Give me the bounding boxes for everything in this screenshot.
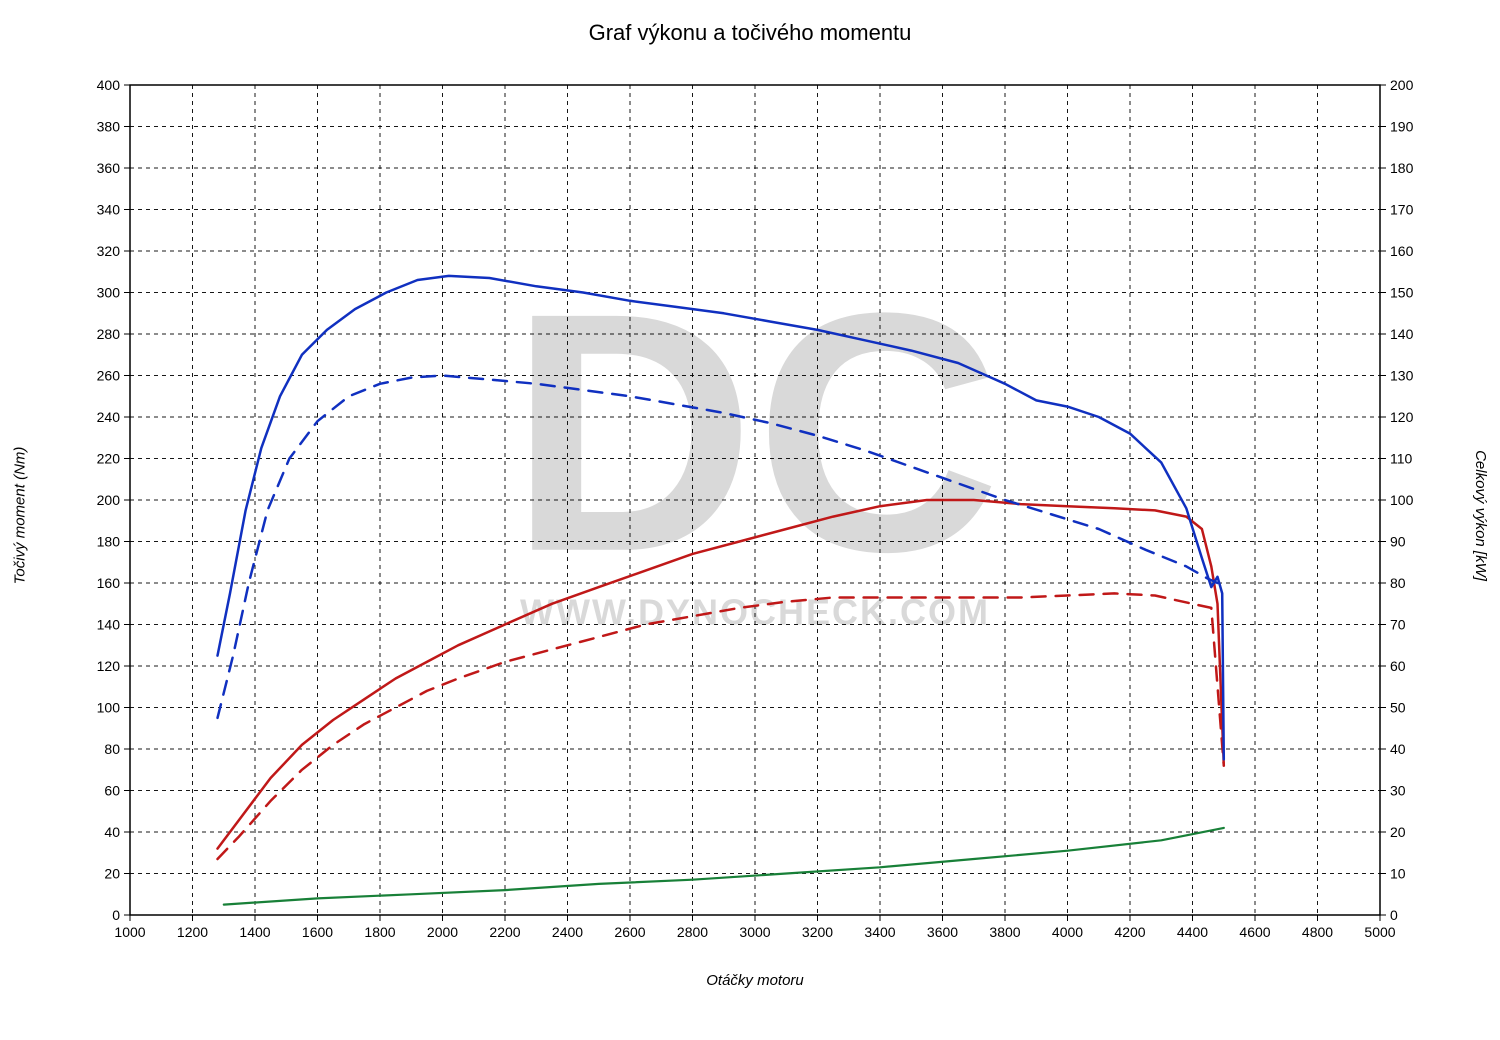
svg-text:2000: 2000 xyxy=(427,924,458,940)
svg-text:80: 80 xyxy=(1390,575,1406,591)
svg-text:100: 100 xyxy=(97,700,121,716)
svg-text:110: 110 xyxy=(1390,451,1413,467)
x-axis-label: Otáčky motoru xyxy=(80,972,1430,989)
svg-text:260: 260 xyxy=(97,368,121,384)
svg-text:360: 360 xyxy=(97,160,121,176)
svg-text:0: 0 xyxy=(112,907,120,923)
svg-text:130: 130 xyxy=(1390,368,1414,384)
svg-text:70: 70 xyxy=(1390,617,1406,633)
svg-text:1800: 1800 xyxy=(364,924,395,940)
svg-text:170: 170 xyxy=(1390,202,1414,218)
svg-text:120: 120 xyxy=(1390,409,1414,425)
svg-text:180: 180 xyxy=(97,534,121,550)
svg-text:200: 200 xyxy=(97,492,121,508)
svg-text:380: 380 xyxy=(97,119,121,135)
svg-text:220: 220 xyxy=(97,451,121,467)
svg-text:1600: 1600 xyxy=(302,924,333,940)
svg-text:180: 180 xyxy=(1390,160,1414,176)
svg-text:3400: 3400 xyxy=(864,924,895,940)
svg-text:30: 30 xyxy=(1390,783,1406,799)
svg-text:80: 80 xyxy=(104,741,120,757)
svg-text:60: 60 xyxy=(104,783,120,799)
svg-text:150: 150 xyxy=(1390,285,1414,301)
svg-text:90: 90 xyxy=(1390,534,1406,550)
svg-text:60: 60 xyxy=(1390,658,1406,674)
y-axis-label-left: Točivý moment (Nm) xyxy=(10,80,30,950)
svg-text:340: 340 xyxy=(97,202,121,218)
svg-text:4800: 4800 xyxy=(1302,924,1333,940)
svg-text:40: 40 xyxy=(1390,741,1406,757)
svg-text:3600: 3600 xyxy=(927,924,958,940)
svg-text:160: 160 xyxy=(1390,243,1414,259)
chart-svg: DCWWW.DYNOCHECK.COM100012001400160018002… xyxy=(80,80,1430,950)
svg-text:100: 100 xyxy=(1390,492,1414,508)
svg-text:20: 20 xyxy=(1390,824,1406,840)
svg-text:3800: 3800 xyxy=(989,924,1020,940)
svg-text:2200: 2200 xyxy=(489,924,520,940)
svg-text:40: 40 xyxy=(104,824,120,840)
svg-text:4200: 4200 xyxy=(1114,924,1145,940)
svg-text:400: 400 xyxy=(97,80,121,93)
svg-text:3000: 3000 xyxy=(739,924,770,940)
svg-text:10: 10 xyxy=(1390,866,1406,882)
y-axis-label-right: Celkový výkon [kW] xyxy=(1470,80,1490,950)
svg-text:190: 190 xyxy=(1390,119,1414,135)
y-axis-label-right-text: Celkový výkon [kW] xyxy=(1472,450,1489,581)
svg-text:1200: 1200 xyxy=(177,924,208,940)
plot-area: DCWWW.DYNOCHECK.COM100012001400160018002… xyxy=(80,80,1430,950)
svg-text:240: 240 xyxy=(97,409,121,425)
svg-text:300: 300 xyxy=(97,285,121,301)
svg-text:160: 160 xyxy=(97,575,121,591)
svg-text:4400: 4400 xyxy=(1177,924,1208,940)
svg-text:1000: 1000 xyxy=(114,924,145,940)
svg-text:2800: 2800 xyxy=(677,924,708,940)
svg-text:280: 280 xyxy=(97,326,121,342)
svg-text:1400: 1400 xyxy=(239,924,270,940)
svg-text:3200: 3200 xyxy=(802,924,833,940)
svg-text:2600: 2600 xyxy=(614,924,645,940)
svg-text:5000: 5000 xyxy=(1364,924,1395,940)
svg-text:4000: 4000 xyxy=(1052,924,1083,940)
chart-title: Graf výkonu a točivého momentu xyxy=(0,20,1500,46)
svg-text:140: 140 xyxy=(1390,326,1414,342)
y-axis-label-left-text: Točivý moment (Nm) xyxy=(12,446,29,584)
svg-text:140: 140 xyxy=(97,617,121,633)
svg-text:320: 320 xyxy=(97,243,121,259)
svg-text:20: 20 xyxy=(104,866,120,882)
svg-text:200: 200 xyxy=(1390,80,1414,93)
svg-text:120: 120 xyxy=(97,658,121,674)
svg-text:4600: 4600 xyxy=(1239,924,1270,940)
svg-text:50: 50 xyxy=(1390,700,1406,716)
svg-text:0: 0 xyxy=(1390,907,1398,923)
svg-text:2400: 2400 xyxy=(552,924,583,940)
